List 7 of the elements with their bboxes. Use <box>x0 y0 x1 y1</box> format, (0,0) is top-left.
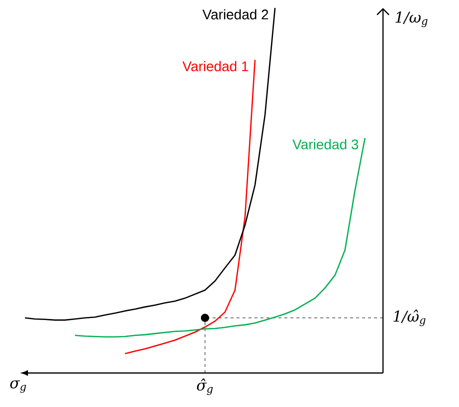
series-label: Variedad 3 <box>292 139 358 150</box>
series-label: Variedad 1 <box>182 61 248 72</box>
text: σ̂$_{g}$ <box>196 378 213 395</box>
series-label: Variedad 2 <box>202 9 268 20</box>
ref-line-label: 1/ω̂$_{g}$ <box>394 310 426 326</box>
y-axis-title: 1/ω$_{g}$ <box>396 12 428 28</box>
x-axis-title: σ$_{g}$ <box>10 380 26 393</box>
